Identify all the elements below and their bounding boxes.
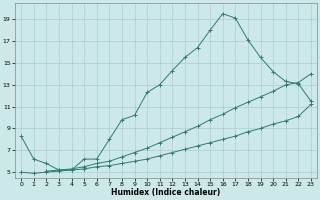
X-axis label: Humidex (Indice chaleur): Humidex (Indice chaleur) (111, 188, 221, 197)
